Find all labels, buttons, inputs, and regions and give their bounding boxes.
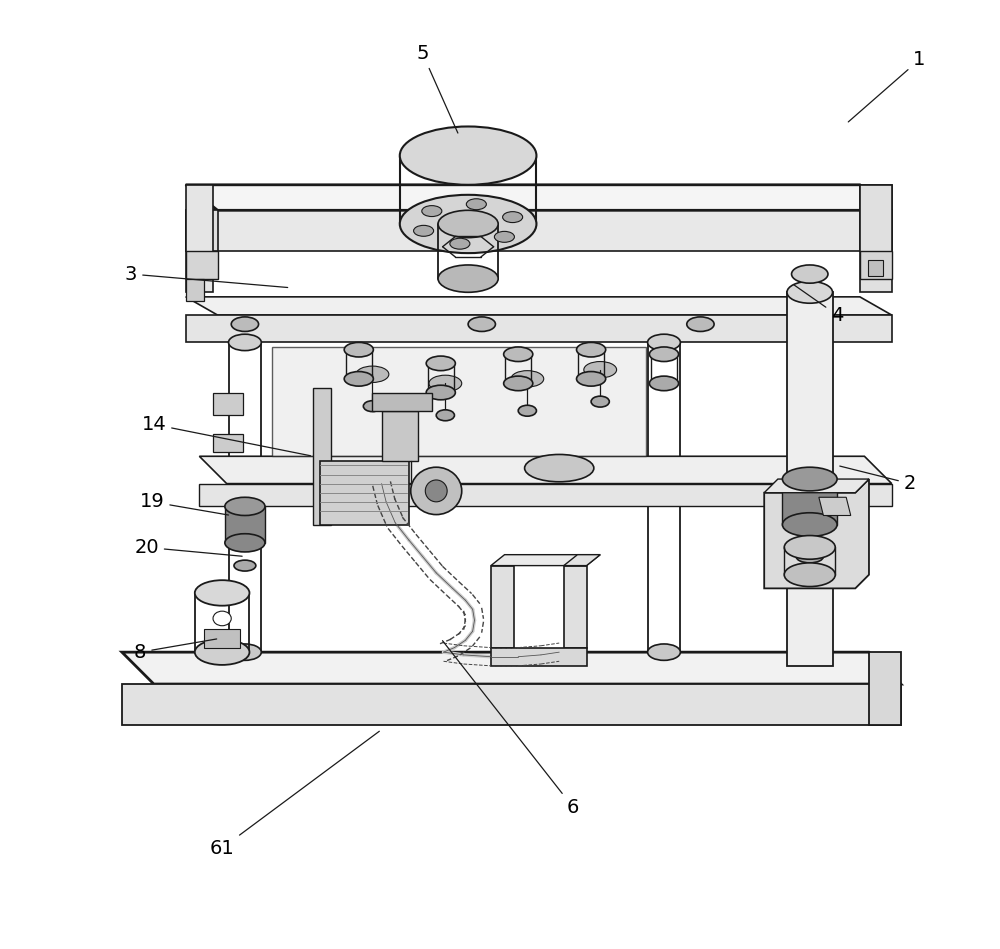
Polygon shape [564, 554, 600, 566]
Polygon shape [860, 251, 892, 279]
Ellipse shape [468, 317, 495, 331]
Polygon shape [186, 185, 213, 292]
Polygon shape [491, 566, 514, 647]
Ellipse shape [225, 497, 265, 515]
Ellipse shape [422, 206, 442, 216]
Ellipse shape [229, 644, 261, 661]
Polygon shape [186, 297, 892, 315]
Ellipse shape [648, 334, 680, 350]
Polygon shape [491, 554, 600, 566]
Ellipse shape [426, 385, 455, 400]
Ellipse shape [438, 211, 498, 237]
Polygon shape [764, 479, 869, 588]
Ellipse shape [577, 372, 606, 386]
Polygon shape [819, 497, 851, 515]
Polygon shape [372, 393, 432, 411]
Polygon shape [564, 566, 587, 647]
Polygon shape [186, 279, 204, 302]
Text: 1: 1 [848, 50, 925, 121]
Ellipse shape [356, 366, 389, 382]
Ellipse shape [584, 362, 617, 378]
Ellipse shape [195, 640, 249, 665]
Polygon shape [186, 315, 892, 343]
Text: 5: 5 [416, 44, 458, 133]
Polygon shape [186, 185, 892, 211]
Ellipse shape [503, 212, 523, 223]
Polygon shape [869, 652, 901, 725]
Ellipse shape [784, 535, 835, 559]
Text: 19: 19 [140, 493, 229, 515]
Text: 3: 3 [125, 265, 288, 288]
Text: 8: 8 [134, 639, 217, 661]
Polygon shape [186, 211, 218, 251]
Text: 4: 4 [794, 285, 843, 325]
Ellipse shape [494, 232, 514, 242]
Text: 14: 14 [141, 415, 311, 456]
Ellipse shape [504, 347, 533, 362]
Ellipse shape [438, 265, 498, 292]
Ellipse shape [796, 550, 823, 563]
Polygon shape [860, 185, 892, 251]
Ellipse shape [649, 376, 679, 391]
Polygon shape [186, 251, 218, 279]
Polygon shape [787, 292, 833, 666]
Ellipse shape [400, 195, 536, 253]
Ellipse shape [784, 563, 835, 586]
Polygon shape [320, 461, 409, 525]
Ellipse shape [577, 343, 606, 357]
Ellipse shape [425, 480, 447, 502]
Ellipse shape [426, 356, 455, 371]
Polygon shape [382, 411, 418, 461]
Ellipse shape [225, 533, 265, 552]
Ellipse shape [363, 400, 382, 412]
Ellipse shape [511, 371, 544, 387]
Polygon shape [313, 388, 331, 525]
Ellipse shape [344, 372, 373, 386]
Ellipse shape [429, 375, 462, 392]
Polygon shape [122, 684, 901, 725]
Polygon shape [491, 647, 587, 666]
Ellipse shape [344, 343, 373, 357]
Ellipse shape [195, 580, 249, 605]
Polygon shape [213, 393, 243, 416]
Polygon shape [204, 629, 240, 647]
Polygon shape [782, 479, 837, 525]
Text: 2: 2 [840, 466, 916, 493]
Polygon shape [225, 507, 265, 543]
Ellipse shape [787, 281, 833, 304]
Ellipse shape [648, 644, 680, 661]
Ellipse shape [466, 198, 486, 210]
Ellipse shape [400, 126, 536, 185]
Ellipse shape [782, 512, 837, 536]
Ellipse shape [229, 334, 261, 350]
Polygon shape [272, 347, 646, 456]
Ellipse shape [213, 611, 231, 625]
Ellipse shape [414, 225, 434, 236]
Polygon shape [199, 456, 892, 484]
Ellipse shape [518, 405, 536, 417]
Ellipse shape [504, 376, 533, 391]
Text: 20: 20 [134, 538, 242, 557]
Polygon shape [186, 211, 892, 251]
Text: 6: 6 [442, 641, 579, 816]
Ellipse shape [782, 467, 837, 491]
Ellipse shape [436, 410, 454, 420]
Text: 61: 61 [210, 732, 379, 858]
Polygon shape [213, 434, 243, 452]
Polygon shape [868, 260, 883, 276]
Ellipse shape [231, 317, 259, 331]
Polygon shape [199, 484, 892, 507]
Ellipse shape [687, 317, 714, 331]
Ellipse shape [649, 347, 679, 362]
Polygon shape [860, 185, 892, 292]
Ellipse shape [234, 560, 256, 571]
Ellipse shape [792, 265, 828, 283]
Ellipse shape [450, 238, 470, 250]
Ellipse shape [411, 467, 462, 514]
Ellipse shape [591, 396, 609, 407]
Ellipse shape [525, 455, 594, 482]
Polygon shape [122, 652, 901, 684]
Polygon shape [764, 479, 869, 493]
